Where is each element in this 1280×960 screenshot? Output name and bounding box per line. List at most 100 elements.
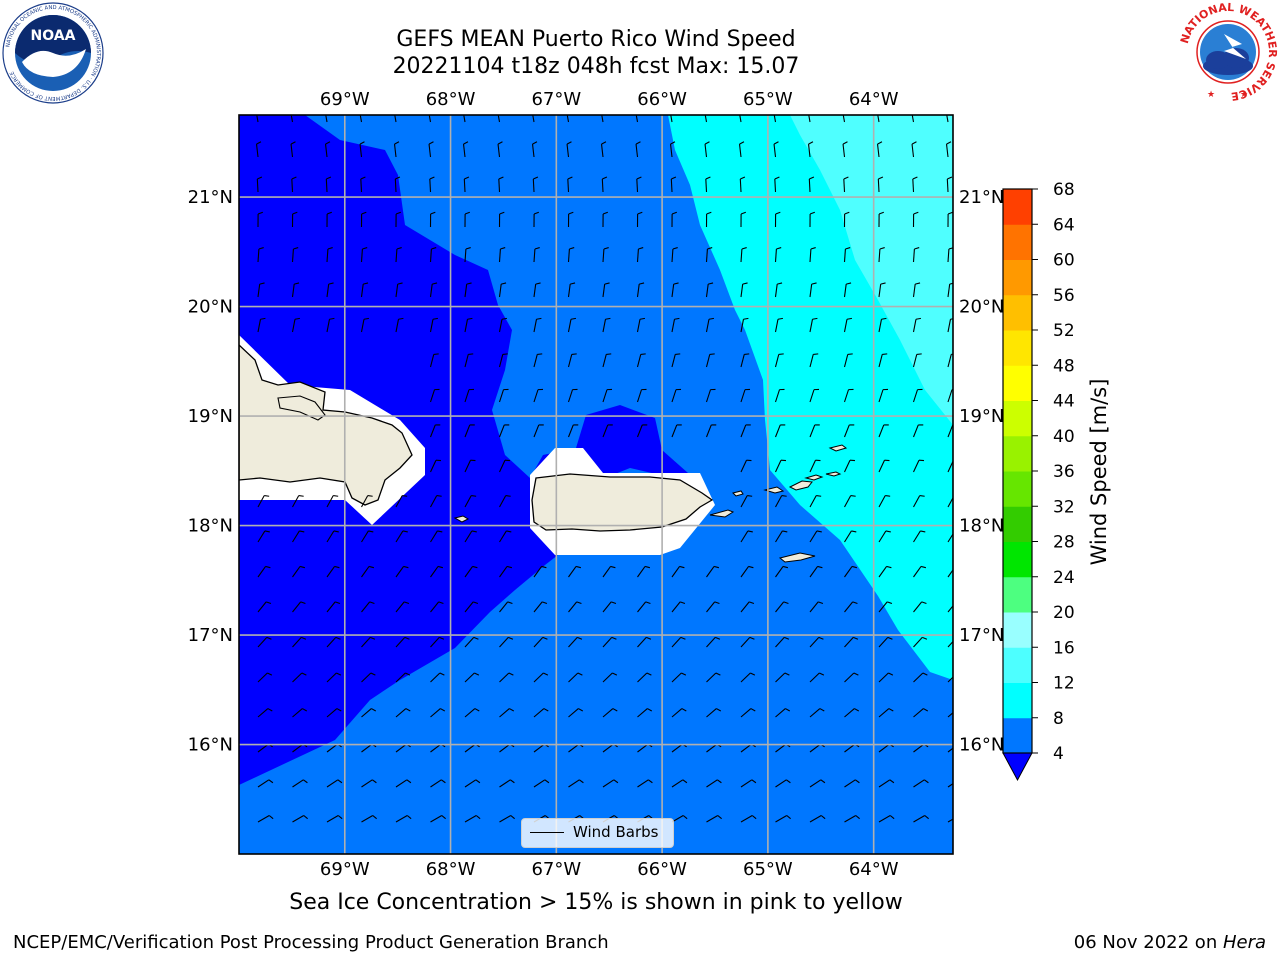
wind-barb	[359, 144, 363, 158]
wind-barb-flag	[717, 779, 722, 784]
wind-barb	[705, 178, 708, 193]
wind-barb-flag	[432, 282, 438, 285]
wind-barb-flag	[919, 495, 925, 497]
wind-barb	[876, 144, 880, 158]
wind-barb-flag	[337, 815, 343, 820]
wind-barb	[912, 178, 915, 193]
wind-barb-flag	[363, 282, 369, 285]
wind-barb	[671, 779, 684, 788]
lat-label-right: 16°N	[959, 735, 1004, 756]
lat-label-left: 16°N	[188, 735, 233, 756]
wind-barb-flag	[717, 815, 722, 820]
wind-barb	[602, 779, 615, 788]
colorbar-label: Wind Speed [m/s]	[1087, 379, 1111, 566]
wind-barb-flag	[744, 353, 750, 355]
wind-barb	[395, 601, 405, 613]
wind-barb	[498, 319, 503, 333]
wind-barb	[361, 601, 371, 613]
wind-barb-flag	[888, 672, 894, 676]
wind-barb-flag	[370, 672, 376, 676]
wind-barb-flag	[882, 353, 888, 355]
wind-barb	[395, 637, 406, 648]
wind-barb-flag	[501, 317, 508, 320]
wind-barb	[809, 637, 820, 648]
wind-barb-flag	[537, 353, 543, 355]
colorbar-segment	[1003, 189, 1032, 225]
wind-barb	[326, 566, 335, 578]
wind-barb-flag	[777, 282, 783, 285]
wind-barb-flag	[782, 530, 788, 533]
wind-barb-flag	[813, 353, 819, 355]
wind-barb-flag	[915, 282, 921, 285]
wind-barb-flag	[816, 530, 822, 533]
wind-barb-flag	[535, 282, 541, 285]
wind-barb	[774, 178, 777, 193]
hispaniola-coast-inlet	[277, 395, 326, 421]
wind-barb-flag	[440, 708, 446, 712]
wind-barb	[774, 389, 781, 403]
wind-barb	[844, 779, 856, 788]
wind-barb	[774, 284, 778, 298]
lon-label-top: 64°W	[849, 89, 899, 110]
lon-label-bottom: 67°W	[531, 859, 581, 880]
wind-barb	[361, 530, 369, 543]
hispaniola-land	[239, 344, 413, 506]
wind-barb	[326, 743, 338, 753]
wind-barb	[843, 248, 846, 263]
colorbar-tick-label: 36	[1053, 462, 1075, 482]
wind-barb-flag	[639, 282, 645, 285]
wind-barb	[326, 637, 337, 648]
wind-barb	[533, 601, 543, 613]
wind-barb	[602, 566, 611, 578]
wind-barb	[878, 815, 891, 823]
wind-barb-flag	[671, 211, 677, 215]
wind-barb-flag	[889, 815, 895, 820]
wind-barb	[706, 815, 719, 823]
wind-barb	[705, 319, 710, 333]
wind-barb	[360, 319, 365, 333]
wind-barb-flag	[818, 636, 824, 640]
wind-barb-flag	[639, 317, 646, 320]
wind-barb-flag	[820, 815, 826, 820]
wind-barb	[913, 815, 926, 823]
wind-barb	[533, 424, 540, 438]
wind-barb-flag	[922, 672, 928, 676]
wind-barb	[429, 319, 434, 333]
wind-barb-flag	[542, 601, 548, 604]
wind-barb-flag	[509, 708, 515, 712]
footer-host: Hera	[1222, 932, 1266, 953]
wind-barb	[947, 747, 953, 753]
wind-barb	[912, 424, 919, 438]
wind-barb-flag	[334, 565, 340, 569]
wind-barb-flag	[810, 247, 816, 250]
wind-barb	[394, 178, 397, 193]
lat-label-right: 21°N	[959, 187, 1004, 208]
wind-barb-flag	[680, 601, 686, 604]
wind-barb-flag	[682, 779, 688, 784]
wind-barb-flag	[430, 211, 436, 215]
wind-barb	[809, 459, 816, 473]
colorbar-tick-label: 48	[1053, 356, 1075, 376]
wind-barb	[499, 815, 512, 823]
wind-barb-flag	[809, 176, 815, 180]
wind-barb-flag	[394, 141, 400, 145]
wind-barb	[464, 779, 477, 788]
colorbar-tick-label: 8	[1053, 709, 1064, 729]
wind-barb-flag	[846, 282, 852, 285]
wind-barb-flag	[708, 317, 715, 320]
wind-barb	[566, 144, 570, 158]
wind-barb-flag	[640, 353, 646, 355]
svg-text:★: ★	[1240, 90, 1248, 100]
wind-barb	[636, 424, 643, 438]
wind-barb	[361, 672, 372, 683]
wind-barb	[912, 354, 918, 368]
wind-barb	[533, 779, 546, 788]
wind-barb	[637, 601, 647, 613]
wind-barb-flag	[924, 779, 929, 784]
wind-barb-flag	[844, 211, 850, 215]
wind-barb	[393, 144, 397, 158]
wind-barb	[395, 248, 398, 263]
colorbar-segment	[1003, 576, 1032, 613]
wind-barb-flag	[471, 495, 477, 497]
wind-barb	[257, 530, 266, 543]
